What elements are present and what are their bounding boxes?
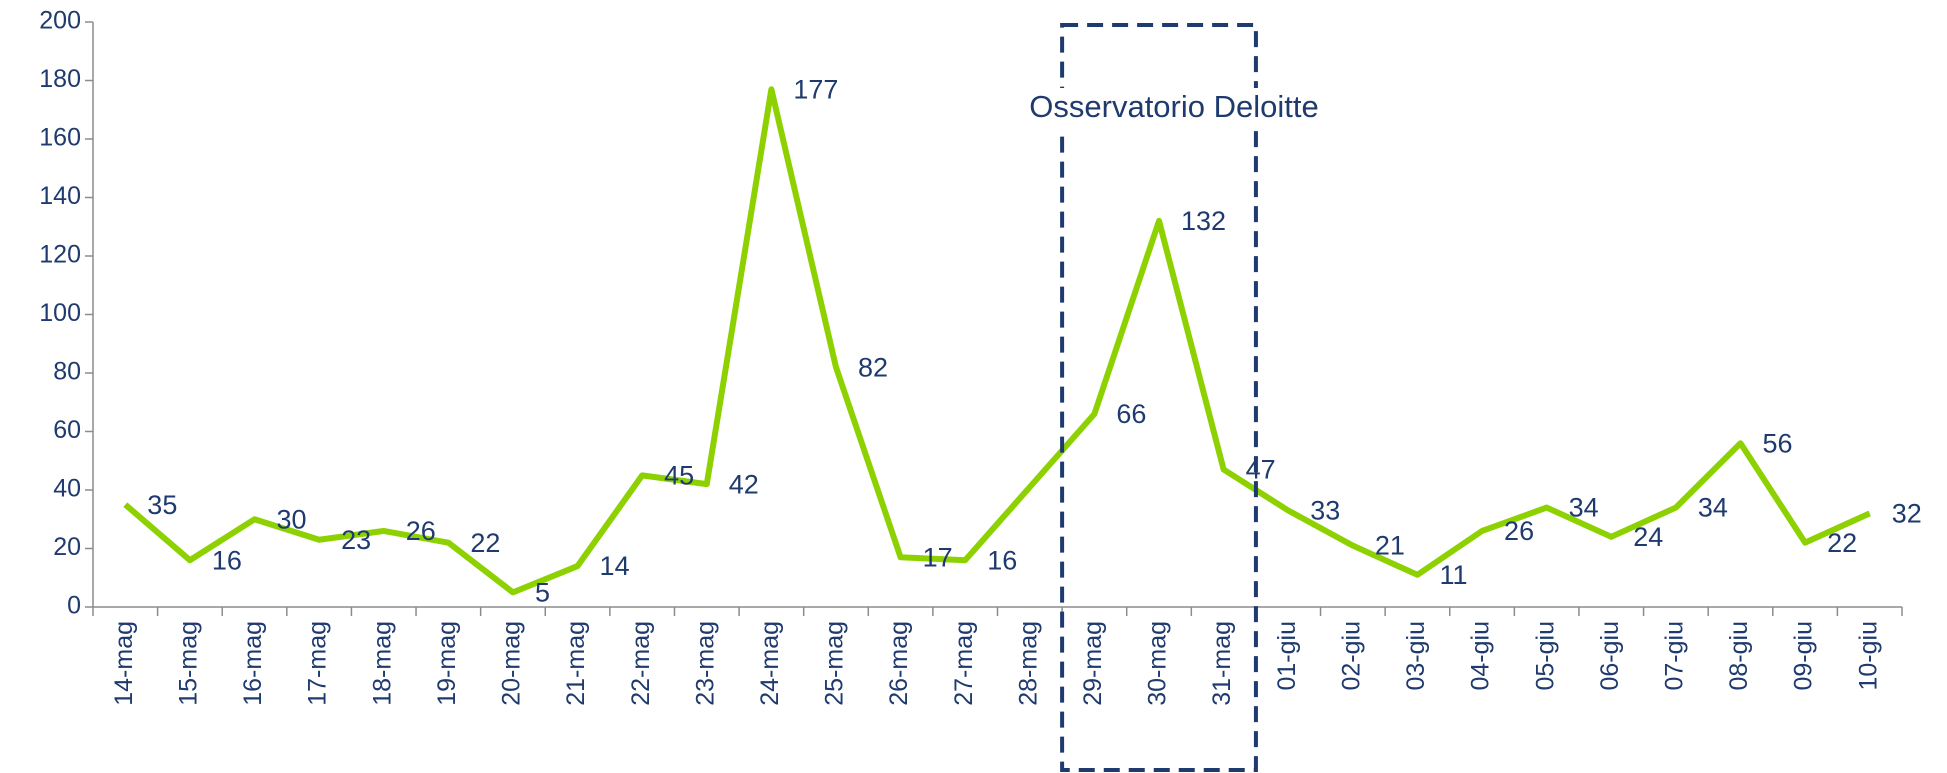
data-line <box>123 86 1871 596</box>
x-tick-label: 16-mag <box>239 621 267 706</box>
data-label: 34 <box>1698 493 1728 523</box>
data-label: 16 <box>212 545 242 575</box>
data-label: 22 <box>1827 528 1857 558</box>
x-tick-label: 26-mag <box>885 621 913 706</box>
x-tick-label: 18-mag <box>368 621 396 706</box>
data-label: 42 <box>729 469 759 499</box>
annotation-bg <box>1012 88 1336 130</box>
data-label: 82 <box>858 352 888 382</box>
x-tick-label: 05-giu <box>1531 621 1559 691</box>
data-label: 45 <box>664 461 694 491</box>
data-label: 32 <box>1892 499 1922 529</box>
x-tick-label: 07-giu <box>1660 621 1688 691</box>
x-tick-label: 09-giu <box>1790 621 1818 691</box>
y-tick-label: 60 <box>53 416 81 444</box>
y-tick-label: 0 <box>67 592 81 620</box>
data-label: 132 <box>1181 206 1226 236</box>
y-tick-label: 20 <box>53 533 81 561</box>
data-label: 30 <box>277 504 307 534</box>
data-label: 24 <box>1633 522 1663 552</box>
y-tick-label: 180 <box>39 65 81 93</box>
data-label: 14 <box>600 551 630 581</box>
data-label: 66 <box>1116 399 1146 429</box>
y-tick-label: 120 <box>39 241 81 269</box>
x-tick-label: 04-giu <box>1467 621 1495 691</box>
data-label: 26 <box>406 516 436 546</box>
data-label: 23 <box>341 525 371 555</box>
x-tick-label: 01-giu <box>1273 621 1301 691</box>
x-tick-label: 21-mag <box>562 621 590 706</box>
data-label: 26 <box>1504 516 1534 546</box>
y-tick-label: 200 <box>39 7 81 35</box>
x-tick-label: 22-mag <box>627 621 655 706</box>
annotation-box <box>1060 23 1258 772</box>
y-tick-label: 40 <box>53 475 81 503</box>
data-label: 22 <box>470 528 500 558</box>
data-label: 16 <box>987 545 1017 575</box>
y-tick-label: 100 <box>39 299 81 327</box>
x-tick-label: 29-mag <box>1079 621 1107 706</box>
x-tick-label: 30-mag <box>1144 621 1172 706</box>
y-tick-label: 140 <box>39 182 81 210</box>
data-label: 11 <box>1439 560 1467 590</box>
data-label: 56 <box>1762 428 1792 458</box>
x-tick-label: 20-mag <box>498 621 526 706</box>
x-tick-label: 03-giu <box>1402 621 1430 691</box>
data-label: 17 <box>923 542 953 572</box>
x-tick-label: 06-giu <box>1596 621 1624 691</box>
annotation-text: Osservatorio Deloitte <box>1029 89 1318 124</box>
y-tick-label: 160 <box>39 124 81 152</box>
y-tick-label: 80 <box>53 358 81 386</box>
x-tick-label: 08-giu <box>1725 621 1753 691</box>
data-label: 47 <box>1246 455 1276 485</box>
data-label: 177 <box>793 74 838 104</box>
x-tick-label: 28-mag <box>1014 621 1042 706</box>
x-tick-label: 27-mag <box>950 621 978 706</box>
data-label: 34 <box>1569 493 1599 523</box>
x-tick-label: 19-mag <box>433 621 461 706</box>
x-tick-label: 25-mag <box>821 621 849 706</box>
data-label: 5 <box>535 578 550 608</box>
data-label: 33 <box>1310 496 1340 526</box>
x-tick-label: 31-mag <box>1208 621 1236 706</box>
data-label: 21 <box>1375 531 1405 561</box>
x-tick-label: 24-mag <box>756 621 784 706</box>
x-tick-label: 15-mag <box>175 621 203 706</box>
x-tick-label: 10-giu <box>1854 621 1882 691</box>
x-tick-label: 02-giu <box>1337 621 1365 691</box>
x-tick-label: 23-mag <box>691 621 719 706</box>
x-tick-label: 17-mag <box>304 621 332 706</box>
data-label: 35 <box>147 490 177 520</box>
x-tick-label: 14-mag <box>110 621 138 706</box>
